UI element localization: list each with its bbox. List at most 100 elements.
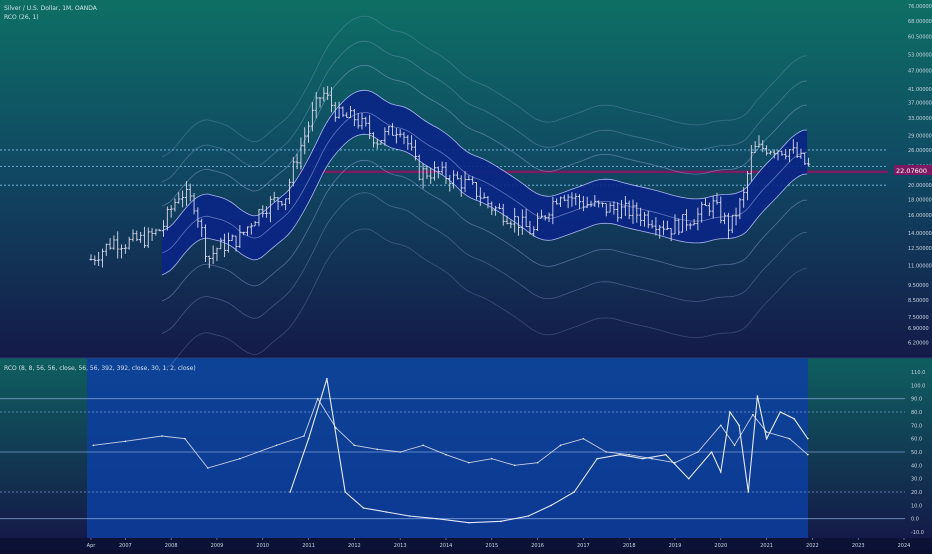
rco-point xyxy=(733,444,736,447)
rco-point xyxy=(619,453,621,456)
price-bar xyxy=(658,224,662,239)
price-tick-label: 11.00000 xyxy=(908,263,932,269)
band-line-4 xyxy=(161,159,808,302)
rco-axis[interactable]: 110.0 100.0 90.0 80.0 70.0 60.0 50.0 40.0 30.0 20… xyxy=(911,370,925,536)
price-bar xyxy=(490,201,494,216)
price-bar xyxy=(188,183,192,202)
price-bar xyxy=(570,192,574,207)
price-bar xyxy=(627,200,631,220)
price-bar xyxy=(104,243,108,257)
price-bar xyxy=(616,202,620,222)
time-axis[interactable]: Apr 2007 2008 2009 2010 2011 2012 2013 2014 2015 2… xyxy=(87,538,911,549)
price-bar xyxy=(806,157,811,167)
price-bar xyxy=(116,231,120,259)
price-bar xyxy=(93,255,97,266)
price-bar xyxy=(654,217,658,236)
price-bar xyxy=(677,218,681,235)
price-bar xyxy=(673,214,677,235)
price-tick-label: 18.00000 xyxy=(908,197,932,203)
price-bar xyxy=(509,220,513,229)
price-bar xyxy=(184,181,189,206)
lower-indicator-title[interactable]: RCO (8, 8, 56, 56, close, 56, 56, 392, 3… xyxy=(4,365,196,372)
price-bar xyxy=(368,115,372,140)
price-bar xyxy=(753,141,757,154)
price-bar xyxy=(207,255,211,269)
rco-point xyxy=(376,448,379,451)
rco-tick-label: 70.0 xyxy=(911,423,922,429)
price-bar xyxy=(432,161,437,181)
price-bar xyxy=(726,212,731,240)
rco-tick-label: 0.0 xyxy=(911,517,919,523)
price-bar xyxy=(604,203,608,217)
price-bar xyxy=(803,152,807,165)
price-bar xyxy=(234,235,238,252)
rco-point xyxy=(642,457,644,460)
rco-tick-label: -10.0 xyxy=(911,530,924,536)
price-bar xyxy=(318,97,322,108)
rco-point xyxy=(779,411,782,413)
price-bar xyxy=(486,196,490,209)
price-bar xyxy=(612,201,616,215)
price-bar xyxy=(696,207,700,231)
price-bar xyxy=(291,157,295,187)
price-bar xyxy=(642,211,647,227)
price-tick-label: 16.00000 xyxy=(908,213,932,219)
price-bar xyxy=(528,220,532,235)
rco-point xyxy=(436,517,438,520)
price-bar xyxy=(192,192,196,215)
price-bar xyxy=(764,145,769,156)
price-bar xyxy=(257,208,261,227)
price-bar xyxy=(681,214,685,233)
price-bar xyxy=(310,101,314,132)
price-bar xyxy=(799,148,803,159)
price-bar xyxy=(555,198,559,205)
rco-tick-label: 110.0 xyxy=(911,370,925,376)
price-bar xyxy=(322,87,326,102)
rco-point xyxy=(697,451,699,453)
price-tick-label: 8.50000 xyxy=(908,298,929,304)
price-bar xyxy=(222,233,227,258)
rco-point xyxy=(500,520,502,523)
price-bar xyxy=(513,207,517,233)
price-bar xyxy=(417,154,421,181)
rco-point xyxy=(665,453,667,456)
band-line-1 xyxy=(161,133,808,276)
rco-point xyxy=(807,437,809,440)
rco-point xyxy=(536,461,539,464)
rco-point xyxy=(807,453,809,456)
rco-point xyxy=(752,413,754,416)
price-bar xyxy=(719,196,723,224)
rco-point xyxy=(344,491,347,493)
rco-point xyxy=(92,444,95,447)
rco-tick-label: 10.0 xyxy=(911,503,922,509)
price-bar xyxy=(264,206,269,218)
price-bar xyxy=(543,215,547,221)
rco-point xyxy=(184,437,186,440)
symbol-title[interactable]: Silver / U.S. Dollar, 1M, OANDA xyxy=(4,5,98,12)
price-bar xyxy=(742,187,746,208)
price-bar xyxy=(661,220,666,236)
price-bar xyxy=(219,237,223,250)
price-bar xyxy=(440,161,444,175)
price-bar xyxy=(345,112,349,118)
price-bar xyxy=(123,244,127,254)
price-bar xyxy=(161,220,166,237)
rco-point xyxy=(161,435,163,437)
time-axis-strip xyxy=(0,538,932,550)
rco-point xyxy=(719,424,722,427)
price-bar xyxy=(493,205,498,216)
rco-point xyxy=(559,444,562,447)
band-line-2 xyxy=(161,111,808,254)
price-bar xyxy=(215,247,219,262)
price-bar xyxy=(398,129,402,138)
price-bar xyxy=(524,208,528,228)
indicator-title[interactable]: RCO (26, 1) xyxy=(4,14,39,21)
price-bar xyxy=(669,228,673,242)
rco-point xyxy=(468,521,470,524)
price-bar xyxy=(177,192,181,204)
price-bar xyxy=(280,200,284,207)
price-bar xyxy=(371,132,376,148)
rco-point xyxy=(788,437,791,440)
price-bar xyxy=(467,175,471,181)
